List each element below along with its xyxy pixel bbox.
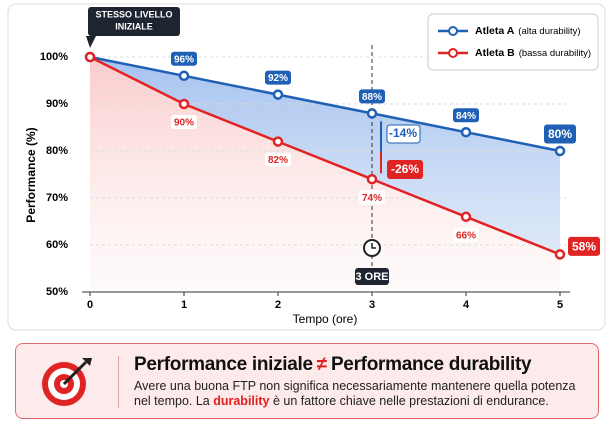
value-label-box — [359, 190, 385, 205]
value-label: 84% — [456, 111, 476, 122]
title-right: Performance durability — [330, 354, 532, 375]
x-tick-label: 2 — [275, 299, 281, 311]
text: Avere una buona FTP non significa necess… — [134, 379, 576, 408]
legend-entry: Atleta B (bassa durability) — [475, 47, 591, 59]
point — [460, 211, 472, 223]
banner-text: Avere una buona FTP non significa necess… — [134, 379, 594, 409]
not-equal: ≠ — [316, 354, 327, 375]
x-tick-label: 3 — [369, 299, 375, 311]
value-label-box — [171, 115, 197, 129]
value-label-box — [265, 152, 291, 167]
value-label-box — [171, 51, 197, 66]
value-label: 88% — [362, 92, 382, 103]
legend-entry: Atleta A (alta durability) — [475, 25, 581, 37]
drop-b-box — [387, 160, 423, 179]
y-tick-label: 90% — [46, 98, 68, 110]
gap-area — [90, 57, 560, 255]
value-label: 92% — [268, 73, 288, 84]
legend-name: Atleta A — [475, 25, 515, 37]
start-label: STESSO LIVELLO — [95, 9, 172, 19]
legend-box — [427, 13, 599, 71]
point — [366, 108, 378, 119]
value-label: 96% — [174, 54, 194, 65]
start-box — [88, 7, 180, 36]
point — [84, 51, 96, 63]
start-pointer — [86, 36, 96, 48]
legend-note: (bassa durability) — [519, 48, 591, 59]
x-axis-label: Tempo (ore) — [293, 312, 358, 326]
drop-a-label: -14% — [389, 126, 417, 140]
y-tick-label: 70% — [46, 192, 68, 204]
value-label-box — [568, 236, 600, 256]
point — [366, 173, 378, 185]
point — [178, 98, 190, 110]
start-label: INIZIALE — [115, 21, 153, 31]
x-tick-label: 4 — [463, 299, 470, 311]
chart: 50% 60% 70% 80% 90% 100% 0 1 2 3 4 5 3 ORE -14% -26% ST… — [7, 3, 606, 331]
x-tick-label: 5 — [557, 299, 563, 311]
y-tick-label: 50% — [46, 286, 68, 298]
text: è un fattore chiave nelle prestazioni di… — [269, 394, 549, 408]
y-axis-label: Performance (%) — [24, 127, 38, 222]
value-label: 80% — [548, 127, 572, 141]
point — [272, 89, 284, 100]
series-line — [89, 55, 561, 256]
time-label: 3 ORE — [355, 271, 388, 283]
value-label: 74% — [362, 193, 382, 204]
value-label-box — [265, 70, 291, 85]
legend-name: Atleta B — [475, 47, 515, 59]
y-tick-label: 60% — [46, 239, 68, 251]
series-line — [89, 55, 561, 153]
clock-hands — [371, 243, 376, 249]
legend-note: (alta durability) — [518, 26, 580, 37]
point — [272, 136, 284, 147]
point — [460, 126, 472, 138]
value-label-box — [453, 227, 479, 242]
banner-title: Performance iniziale ≠ Performance durabil… — [134, 354, 532, 376]
value-label: 58% — [572, 240, 596, 254]
highlight: durability — [213, 394, 270, 408]
under-area — [90, 57, 560, 292]
y-tick-label: 100% — [40, 51, 68, 63]
value-label-box — [453, 108, 479, 123]
drop-a-box — [386, 124, 421, 144]
value-label-box — [544, 124, 576, 144]
separator — [118, 356, 119, 408]
drop-b-label: -26% — [391, 162, 419, 176]
value-label: 90% — [174, 118, 194, 129]
chart-frame — [7, 3, 606, 331]
point — [178, 70, 190, 82]
banner: Performance iniziale ≠ Performance durabil… — [15, 343, 599, 419]
value-label: 66% — [456, 230, 476, 241]
legend-marker — [448, 48, 458, 58]
x-tick-label: 0 — [87, 299, 93, 311]
point — [554, 145, 566, 157]
value-label-box — [359, 89, 385, 104]
y-tick-label: 80% — [46, 145, 68, 157]
value-label: 82% — [268, 155, 288, 166]
time-box — [355, 268, 389, 285]
x-tick-label: 1 — [181, 299, 187, 311]
title-left: Performance iniziale — [134, 354, 313, 375]
target-icon — [42, 358, 92, 406]
legend-marker — [448, 26, 458, 36]
point — [554, 249, 566, 260]
